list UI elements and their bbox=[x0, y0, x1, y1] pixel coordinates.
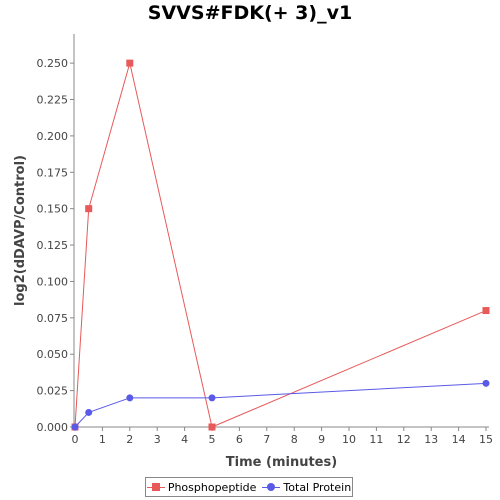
y-tick-label: 0.125 bbox=[37, 239, 69, 252]
x-tick-label: 15 bbox=[479, 433, 493, 446]
data-point-circle bbox=[71, 423, 79, 431]
y-tick-label: 0.175 bbox=[37, 166, 69, 179]
legend: Phosphopeptide Total Protein bbox=[145, 477, 353, 497]
x-tick-label: 4 bbox=[181, 433, 188, 446]
data-point-square bbox=[126, 59, 134, 67]
x-tick-label: 2 bbox=[126, 433, 133, 446]
x-tick-label: 1 bbox=[99, 433, 106, 446]
x-tick-label: 12 bbox=[397, 433, 411, 446]
x-tick-label: 9 bbox=[318, 433, 325, 446]
x-axis-label: Time (minutes) bbox=[226, 455, 337, 470]
y-tick-label: 0.000 bbox=[37, 421, 69, 434]
y-tick-label: 0.150 bbox=[37, 203, 69, 216]
x-tick-label: 11 bbox=[369, 433, 383, 446]
x-tick-label: 6 bbox=[236, 433, 243, 446]
y-tick-label: 0.225 bbox=[37, 94, 69, 107]
legend-label: Total Protein bbox=[283, 480, 352, 494]
plot-area bbox=[74, 34, 489, 427]
circle-marker-icon bbox=[262, 481, 281, 493]
square-marker-icon bbox=[146, 481, 165, 493]
data-point-circle bbox=[482, 379, 490, 387]
chart-title: SVVS#FDK(+ 3)_v1 bbox=[147, 2, 353, 24]
y-tick-label: 0.250 bbox=[37, 57, 69, 70]
legend-item-total-protein: Total Protein bbox=[262, 481, 351, 494]
y-tick-label: 0.025 bbox=[37, 385, 69, 398]
data-point-square bbox=[85, 205, 93, 213]
x-tick-label: 7 bbox=[263, 433, 270, 446]
data-point-circle bbox=[85, 408, 93, 416]
x-tick-label: 0 bbox=[72, 433, 79, 446]
data-point-circle bbox=[126, 394, 134, 402]
legend-item-phosphopeptide: Phosphopeptide bbox=[146, 480, 257, 494]
x-tick-label: 14 bbox=[452, 433, 466, 446]
y-tick-label: 0.100 bbox=[37, 275, 69, 288]
x-tick-label: 8 bbox=[291, 433, 298, 446]
x-tick-label: 5 bbox=[209, 433, 216, 446]
data-point-square bbox=[482, 307, 490, 315]
y-tick-label: 0.050 bbox=[37, 348, 69, 361]
x-tick-label: 10 bbox=[342, 433, 356, 446]
y-tick-label: 0.200 bbox=[37, 130, 69, 143]
x-tick-label: 3 bbox=[154, 433, 161, 446]
y-axis-label: log2(dDAVP/Control) bbox=[13, 155, 28, 306]
axes: 0.000 0.025 0.050 0.075 0.100 0.125 0.150 0.175… bbox=[37, 34, 493, 446]
x-tick-label: 13 bbox=[424, 433, 438, 446]
data-point-square bbox=[208, 423, 216, 431]
series-layer bbox=[71, 59, 490, 431]
legend-label: Phosphopeptide bbox=[167, 480, 257, 494]
data-point-circle bbox=[208, 394, 216, 402]
y-tick-label: 0.075 bbox=[37, 312, 69, 325]
